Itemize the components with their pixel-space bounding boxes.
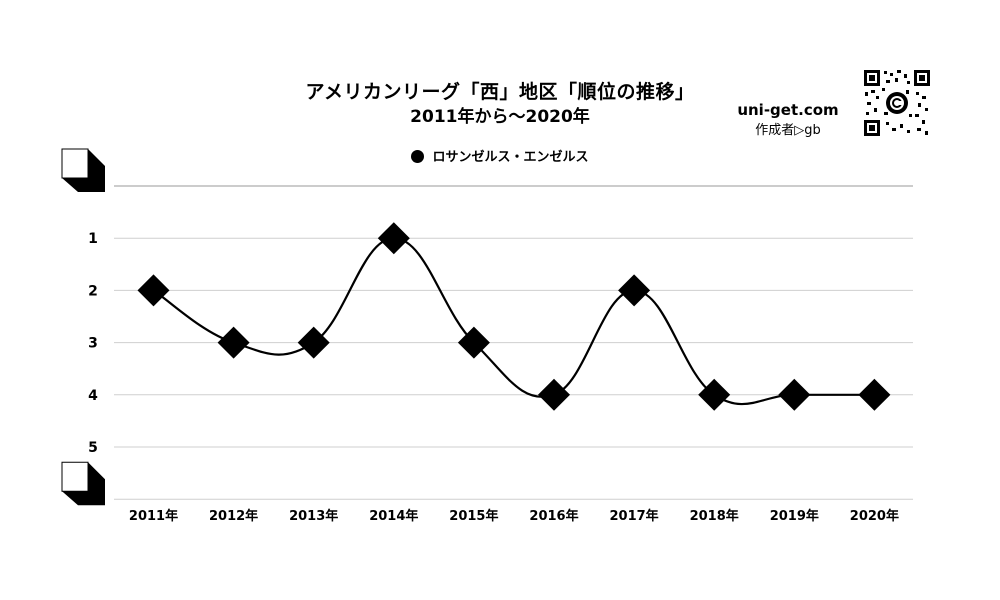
series-line (152, 237, 875, 406)
y-tick-label: 1 (88, 231, 98, 247)
axis-bottom-mark-icon-face (61, 461, 89, 492)
qr-code-icon (862, 68, 932, 138)
data-point-marker (457, 326, 490, 359)
site-name: uni-get.com (737, 101, 839, 119)
axis-top-mark-icon-face (61, 148, 89, 179)
x-tick-label: 2020年 (850, 508, 899, 524)
x-tick-label: 2016年 (529, 508, 578, 524)
data-point-marker (538, 378, 570, 411)
legend-label: ロサンゼルス・エンゼルス (432, 150, 589, 165)
x-tick-label: 2013年 (289, 508, 338, 524)
data-point-marker (618, 274, 651, 307)
legend-marker-icon (411, 150, 425, 163)
data-point-marker (377, 222, 410, 255)
y-tick-label: 2 (88, 283, 98, 299)
chart-subtitle: 2011年から〜2020年 (410, 107, 590, 127)
x-tick-label: 2019年 (770, 508, 819, 524)
author-credit: 作成者▷gb (755, 123, 821, 138)
x-tick-label: 2015年 (449, 508, 498, 524)
y-tick-label: 4 (88, 388, 98, 404)
x-tick-label: 2017年 (610, 508, 659, 524)
legend: ロサンゼルス・エンゼルス (0, 148, 1000, 168)
x-tick-label: 2014年 (369, 508, 418, 524)
data-point-marker (297, 326, 330, 359)
x-tick-label: 2011年 (129, 508, 178, 524)
y-tick-label: 5 (88, 440, 98, 456)
data-point-marker (137, 274, 170, 307)
chart-title: アメリカンリーグ「西」地区「順位の推移」 (305, 81, 695, 103)
y-tick-label: 3 (88, 336, 98, 352)
data-point-marker (217, 326, 250, 359)
data-point-marker (778, 378, 811, 411)
axis-bottom-mark-icon (62, 462, 105, 506)
axis-top-mark-icon (62, 149, 105, 192)
data-point-marker (698, 378, 731, 411)
data-point-marker (858, 378, 891, 411)
x-tick-label: 2018年 (690, 508, 739, 524)
x-tick-label: 2012年 (209, 508, 258, 524)
